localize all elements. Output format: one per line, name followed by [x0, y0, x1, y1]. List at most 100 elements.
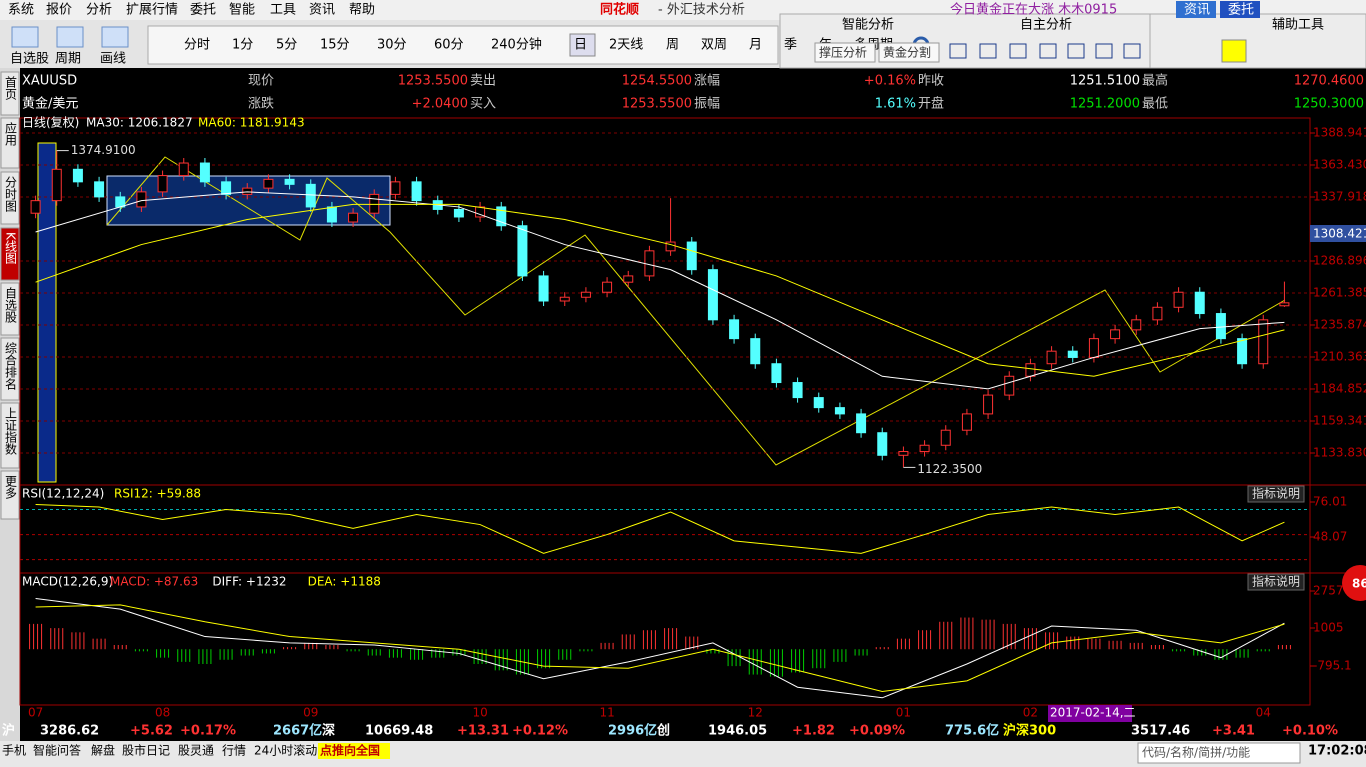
candle-body — [263, 178, 274, 189]
help-bg[interactable] — [1247, 573, 1305, 591]
tool-icon[interactable] — [101, 26, 129, 48]
sidebar-tab-bg[interactable] — [0, 282, 20, 336]
candle-body — [919, 444, 930, 453]
menu-item[interactable]: 智能 — [229, 3, 255, 18]
status-item[interactable]: 智能问答 — [33, 743, 81, 758]
sidebar-tab-bg[interactable] — [0, 470, 20, 520]
status-item[interactable]: 股灵通 — [178, 744, 214, 758]
draw-tool-icon[interactable] — [1123, 43, 1141, 59]
candle-body — [369, 193, 380, 214]
search-placeholder[interactable]: 代码/名称/简拼/功能 — [1142, 745, 1250, 760]
status-item[interactable]: 手机 — [2, 744, 26, 758]
search-box[interactable] — [1137, 742, 1301, 764]
draw-tool-icon[interactable] — [949, 43, 967, 59]
tool-icon[interactable] — [56, 26, 84, 48]
ticker-item: +1.82 — [792, 724, 835, 739]
candle-body — [72, 168, 83, 183]
tool-button-label[interactable]: 画线 — [100, 52, 126, 67]
sidebar-tab-bg[interactable] — [0, 117, 20, 169]
badge[interactable] — [1342, 565, 1366, 601]
sidebar-tab[interactable]: 自选股 — [4, 287, 18, 324]
menu-item[interactable]: 系统 — [8, 3, 34, 18]
top-button[interactable]: 资讯 — [1184, 3, 1210, 18]
x-tick-label: 07 — [28, 706, 43, 720]
smart-button-bg[interactable] — [814, 42, 876, 63]
period-button[interactable]: 15分 — [320, 38, 350, 53]
draw-tool-icon[interactable] — [1039, 43, 1057, 59]
period-button[interactable]: 分时 — [184, 38, 210, 53]
ticker-item: 2996亿 — [608, 723, 657, 739]
candle-body — [665, 241, 676, 252]
period-button[interactable]: 周 — [666, 38, 679, 53]
menu-item[interactable]: 工具 — [270, 3, 296, 18]
menu-item[interactable]: 报价 — [46, 3, 72, 18]
top-button-bg[interactable] — [1176, 1, 1216, 18]
period-button[interactable]: 240分钟 — [491, 37, 542, 53]
sidebar-tab[interactable]: 更多 — [4, 475, 18, 500]
candle-body — [538, 275, 549, 302]
candle-body — [517, 225, 528, 277]
smart-button[interactable]: 撑压分析 — [819, 45, 867, 60]
period-button[interactable]: 日 — [574, 38, 587, 53]
candle-body — [961, 413, 972, 431]
menu-item[interactable]: 委托 — [190, 3, 216, 18]
sidebar-tab[interactable]: 上证指数 — [4, 407, 18, 456]
help-button[interactable]: 指标说明 — [1252, 574, 1300, 589]
top-button[interactable]: 委托 — [1228, 3, 1254, 18]
y-tick-label: 1261.385 — [1313, 285, 1366, 299]
ticker-item: +0.09% — [849, 724, 905, 739]
promo[interactable]: 点推向全国 — [320, 743, 380, 758]
period-button[interactable]: 1分 — [232, 38, 253, 53]
sidebar-tab-bg[interactable] — [0, 402, 20, 469]
menu-item[interactable]: 分析 — [86, 3, 112, 18]
sidebar-tab[interactable]: 分时图 — [4, 176, 18, 212]
tool-button-label[interactable]: 自选股 — [10, 52, 49, 67]
period-button[interactable]: 30分 — [377, 38, 407, 53]
status-item[interactable]: 解盘 — [91, 743, 115, 758]
draw-tool-icon[interactable] — [1067, 43, 1085, 59]
panel-title: 智能分析 — [842, 18, 894, 33]
aux-panel — [1149, 13, 1366, 69]
candle-body — [877, 432, 888, 456]
period-button[interactable]: 双周 — [701, 38, 727, 53]
draw-tool-icon[interactable] — [1009, 43, 1027, 59]
sidebar-tab[interactable]: 应用 — [4, 121, 18, 147]
top-button-bg[interactable] — [1220, 1, 1260, 18]
menu-item[interactable]: 帮助 — [349, 3, 375, 18]
sidebar-tab-bg[interactable] — [0, 71, 20, 116]
period-button[interactable]: 5分 — [276, 38, 297, 53]
draw-tool-icon[interactable] — [979, 43, 997, 59]
badge-label[interactable]: 86 — [1352, 577, 1366, 591]
sidebar-tab[interactable]: K线图 — [4, 232, 18, 264]
menu-item[interactable]: 扩展行情 — [126, 3, 178, 18]
tool-icon[interactable] — [11, 26, 39, 48]
sidebar-tab-bg[interactable] — [0, 227, 20, 281]
status-item[interactable]: 股市日记 — [122, 743, 170, 758]
help-button[interactable]: 指标说明 — [1252, 486, 1300, 501]
period-button[interactable]: 月 — [749, 38, 762, 53]
sidebar-tab-bg[interactable] — [0, 337, 20, 401]
smart-button[interactable]: 黄金分割 — [883, 45, 931, 60]
candle-body — [898, 451, 909, 456]
sidebar-tab[interactable]: 首页 — [4, 76, 18, 101]
indicator-line — [35, 598, 1285, 699]
status-item[interactable]: 24小时滚动 — [254, 743, 317, 758]
quote-label: 现价 — [248, 74, 274, 89]
draw-tool-icon[interactable] — [1095, 43, 1113, 59]
smart-button-bg[interactable] — [878, 42, 940, 63]
period-button[interactable]: 季 — [784, 38, 797, 53]
help-bg[interactable] — [1247, 485, 1305, 503]
cursor-price-box — [1310, 225, 1366, 242]
y-tick-label: 76.01 — [1313, 494, 1347, 508]
period-button[interactable]: 2天线 — [609, 38, 643, 53]
chart-title: RSI(12,12,24) — [22, 487, 104, 501]
sidebar-tab[interactable]: 综合排名 — [4, 342, 18, 390]
status-item[interactable]: 行情 — [222, 744, 246, 758]
tool-button-label[interactable]: 周期 — [55, 52, 81, 67]
menu-item[interactable]: 资讯 — [309, 3, 335, 18]
sidebar-tab-bg[interactable] — [0, 171, 20, 225]
ticker-item: +0.12% — [512, 724, 568, 739]
period-button[interactable]: 60分 — [434, 38, 464, 53]
color-swatch[interactable] — [1221, 39, 1247, 63]
